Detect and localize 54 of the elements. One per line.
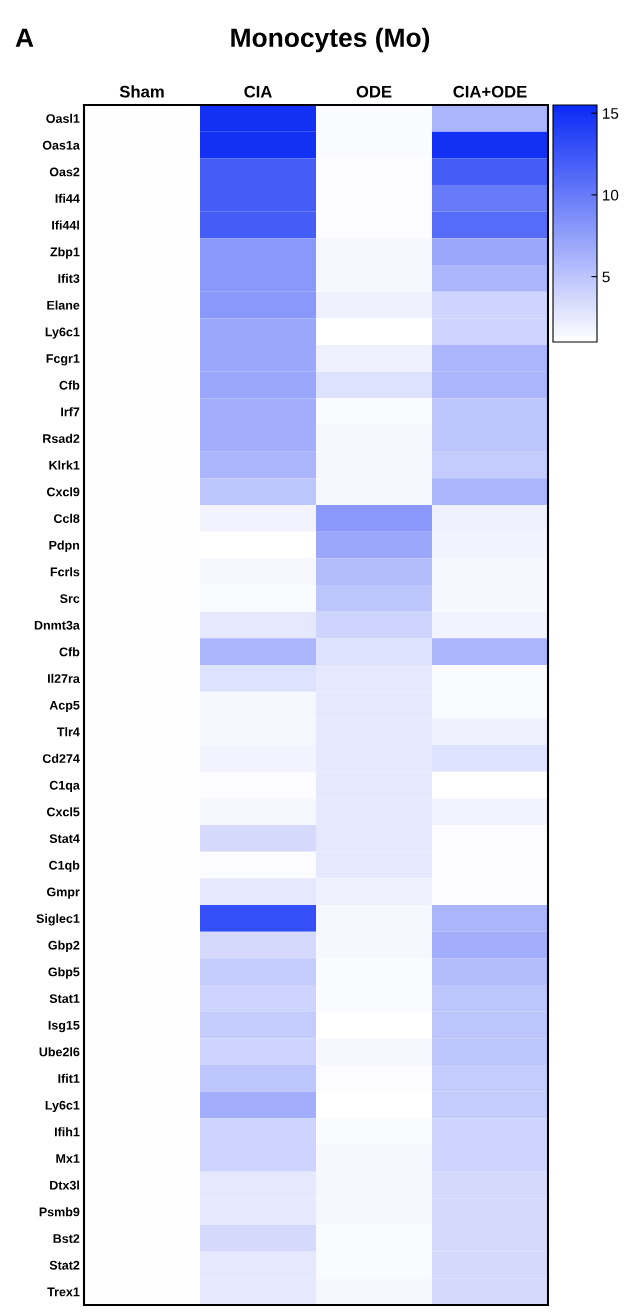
y-tick-label: Cfb [59,380,80,390]
y-tick-label: Oasl1 [46,113,80,123]
y-tick-label: Cxcl5 [46,807,80,817]
y-tick-label: Stat1 [49,994,80,1003]
y-tick-label: C1qa [49,780,80,793]
y-tick-label: Src [60,594,80,603]
y-tick-label: Stat2 [49,1260,80,1270]
text: A [15,28,34,47]
y-tick-label: Psmb9 [39,1207,80,1217]
y-tick-label: Gmpr [47,887,80,899]
y-tick-label: Ly6c1 [45,327,80,339]
y-tick-label: Acp5 [49,700,80,713]
y-tick-label: Klrk1 [49,460,80,470]
x-tick-label: CIA+ODE [453,85,527,98]
y-tick-label: Fcgr1 [46,354,80,366]
y-tick-label: C1qb [49,860,80,873]
y-tick-label: Trex1 [47,1287,80,1297]
y-tick-label: Gbp2 [48,940,80,953]
y-tick-label: Dnmt3a [34,620,80,630]
y-tick-label: Il27ra [48,673,80,683]
y-tick-label: Mx1 [56,1154,80,1163]
y-tick-label: Siglec1 [36,913,80,926]
y-tick-label: Ly6c1 [45,1100,80,1113]
y-tick-label: Ube2l6 [39,1047,80,1057]
color-bar-label: 10 [603,189,619,201]
y-tick-label: Ifi44 [55,193,80,203]
y-tick-label: Oas1a [42,140,80,150]
y-tick-label: Fcrls [50,567,80,577]
y-tick-label: Oas2 [49,167,80,177]
y-tick-label: Bst2 [53,1234,80,1243]
y-tick-label: Dtx3l [50,1180,79,1190]
x-tick-label: ODE [356,85,392,98]
color-bar-label: 15 [603,108,619,119]
y-tick-label: Isg15 [48,1020,80,1033]
x-tick-label: CIA [244,85,272,98]
y-tick-label: Elane [47,300,80,310]
y-tick-label: Tlr4 [57,727,80,737]
y-tick-label: Ifih1 [54,1127,80,1137]
y-tick-label: Rsad2 [43,433,80,443]
y-tick-label: Ifit1 [58,1073,80,1083]
y-tick-label: Irf7 [61,407,80,417]
y-tick-label: Cfb [59,647,80,657]
y-tick-label: Pdpn [49,540,80,553]
y-tick-label: Stat4 [49,834,80,843]
y-tick-label: Ifit3 [58,273,80,283]
y-tick-label: Gbp5 [48,967,80,979]
color-bar-label: 5 [602,271,610,283]
y-tick-label: Zbp1 [50,247,80,259]
chart-title: Monocytes (Mo) [231,27,430,53]
x-tick-label: Sham [119,85,164,98]
y-tick-label: Cxcl9 [46,487,80,497]
y-tick-label: Ccl8 [53,513,80,523]
y-tick-label: Cd274 [42,753,80,763]
y-tick-label: Ifi44l [52,220,79,230]
